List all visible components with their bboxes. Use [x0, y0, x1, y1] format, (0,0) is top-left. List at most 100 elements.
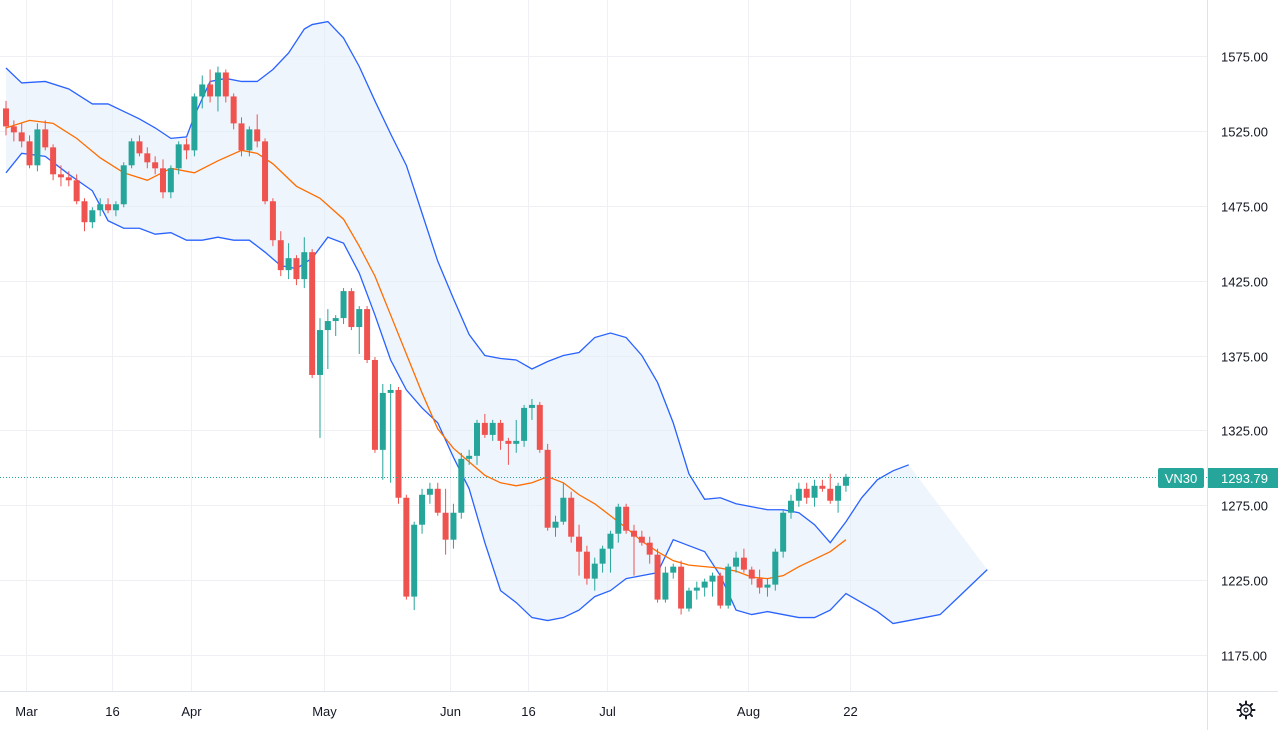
candle[interactable]	[356, 306, 363, 355]
candle[interactable]	[670, 563, 677, 579]
candle[interactable]	[324, 309, 331, 369]
candle[interactable]	[387, 383, 394, 483]
candle[interactable]	[42, 120, 49, 151]
candle[interactable]	[811, 479, 818, 507]
candle[interactable]	[348, 288, 355, 331]
candle[interactable]	[489, 419, 496, 441]
candle[interactable]	[662, 566, 669, 603]
candle[interactable]	[214, 66, 221, 112]
candle[interactable]	[277, 231, 284, 277]
candle[interactable]	[583, 545, 590, 585]
candle[interactable]	[332, 315, 339, 337]
candle[interactable]	[568, 491, 575, 543]
candle[interactable]	[230, 93, 237, 130]
candle[interactable]	[199, 75, 206, 109]
candle[interactable]	[591, 557, 598, 591]
candle[interactable]	[513, 419, 520, 453]
candle[interactable]	[623, 503, 630, 534]
candle[interactable]	[795, 482, 802, 507]
candle[interactable]	[112, 201, 119, 217]
candle[interactable]	[10, 120, 17, 142]
candle[interactable]	[685, 587, 692, 612]
candle[interactable]	[293, 255, 300, 286]
candle[interactable]	[576, 524, 583, 576]
candle[interactable]	[167, 165, 174, 199]
candle[interactable]	[89, 207, 96, 229]
candle[interactable]	[654, 548, 661, 603]
candle[interactable]	[819, 479, 826, 492]
candle[interactable]	[842, 473, 849, 492]
candle[interactable]	[607, 530, 614, 573]
candle[interactable]	[474, 419, 480, 465]
candle[interactable]	[411, 521, 418, 611]
candle[interactable]	[175, 141, 182, 175]
candle[interactable]	[733, 551, 740, 573]
candle[interactable]	[552, 515, 559, 537]
candle[interactable]	[835, 482, 842, 513]
candle[interactable]	[709, 572, 716, 597]
candle[interactable]	[528, 398, 535, 420]
candle[interactable]	[207, 69, 214, 103]
candle[interactable]	[340, 288, 347, 325]
candle[interactable]	[262, 138, 269, 205]
candle[interactable]	[3, 100, 9, 136]
candle[interactable]	[152, 156, 159, 175]
settings-gear-icon[interactable]	[1236, 700, 1256, 720]
candle[interactable]	[497, 419, 504, 450]
candle[interactable]	[371, 356, 378, 453]
candle[interactable]	[615, 503, 622, 543]
candle[interactable]	[748, 566, 755, 585]
candle[interactable]	[73, 174, 80, 205]
candle[interactable]	[803, 482, 810, 504]
candle[interactable]	[442, 488, 449, 555]
candle[interactable]	[701, 578, 708, 597]
candle[interactable]	[780, 509, 787, 558]
candle[interactable]	[646, 536, 653, 564]
candle[interactable]	[395, 386, 402, 504]
candle[interactable]	[364, 306, 371, 363]
candle[interactable]	[222, 69, 229, 103]
candle[interactable]	[269, 198, 276, 247]
candle[interactable]	[379, 383, 386, 480]
candle[interactable]	[120, 162, 127, 208]
candle[interactable]	[136, 135, 143, 157]
candle[interactable]	[57, 165, 64, 187]
candle[interactable]	[183, 138, 190, 160]
candle[interactable]	[536, 401, 543, 453]
time-axis[interactable]: Mar 16 Apr May Jun 16 Jul Aug 22	[15, 704, 857, 719]
candle[interactable]	[144, 147, 151, 169]
candle[interactable]	[560, 482, 567, 525]
candle[interactable]	[18, 123, 25, 148]
candle[interactable]	[254, 114, 261, 148]
candle[interactable]	[434, 482, 441, 516]
candle[interactable]	[756, 569, 763, 594]
candle[interactable]	[693, 581, 700, 600]
candle[interactable]	[631, 524, 637, 576]
candle[interactable]	[505, 437, 512, 465]
candle[interactable]	[450, 503, 457, 549]
candle[interactable]	[81, 198, 88, 232]
candle[interactable]	[246, 126, 253, 157]
candle[interactable]	[788, 494, 794, 519]
candle[interactable]	[544, 443, 551, 531]
candle[interactable]	[309, 249, 316, 378]
candle[interactable]	[725, 563, 732, 609]
candle[interactable]	[238, 117, 245, 157]
candle[interactable]	[772, 548, 779, 591]
candle[interactable]	[466, 449, 473, 465]
candle[interactable]	[128, 138, 135, 169]
candle[interactable]	[458, 452, 465, 519]
candle[interactable]	[740, 548, 747, 573]
candle[interactable]	[26, 135, 33, 169]
price-axis[interactable]: 1175.00 1225.00 1275.00 1325.00 1375.00 1425.…	[1221, 50, 1268, 664]
candle[interactable]	[827, 473, 834, 504]
candle[interactable]	[481, 413, 488, 438]
candle[interactable]	[191, 93, 198, 157]
candle[interactable]	[638, 530, 645, 546]
candle[interactable]	[34, 123, 41, 172]
candle[interactable]	[717, 572, 724, 609]
candle[interactable]	[50, 144, 57, 181]
candle[interactable]	[160, 159, 166, 199]
candle[interactable]	[764, 578, 771, 597]
